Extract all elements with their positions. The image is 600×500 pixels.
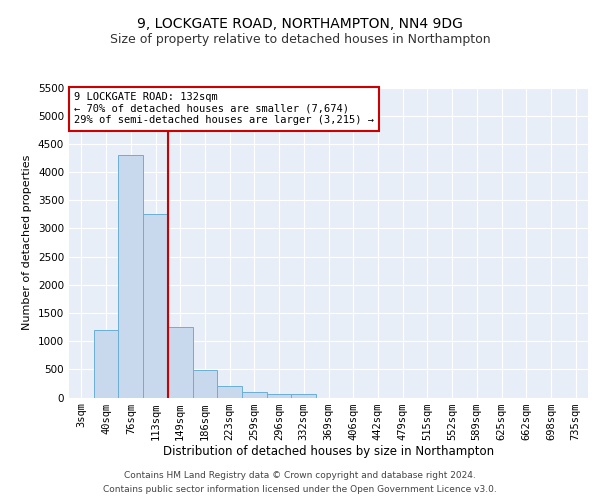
Bar [94,330,118,398]
Text: Contains HM Land Registry data © Crown copyright and database right 2024.: Contains HM Land Registry data © Crown c… [124,472,476,480]
Bar [292,394,316,398]
Bar [217,386,242,398]
Bar [168,327,193,398]
X-axis label: Distribution of detached houses by size in Northampton: Distribution of detached houses by size … [163,446,494,458]
Bar [242,392,267,398]
Y-axis label: Number of detached properties: Number of detached properties [22,155,32,330]
Text: Contains public sector information licensed under the Open Government Licence v3: Contains public sector information licen… [103,484,497,494]
Text: 9 LOCKGATE ROAD: 132sqm
← 70% of detached houses are smaller (7,674)
29% of semi: 9 LOCKGATE ROAD: 132sqm ← 70% of detache… [74,92,374,126]
Bar [143,214,168,398]
Bar [267,394,292,398]
Bar [118,155,143,398]
Text: Size of property relative to detached houses in Northampton: Size of property relative to detached ho… [110,32,490,46]
Text: 9, LOCKGATE ROAD, NORTHAMPTON, NN4 9DG: 9, LOCKGATE ROAD, NORTHAMPTON, NN4 9DG [137,18,463,32]
Bar [193,370,217,398]
